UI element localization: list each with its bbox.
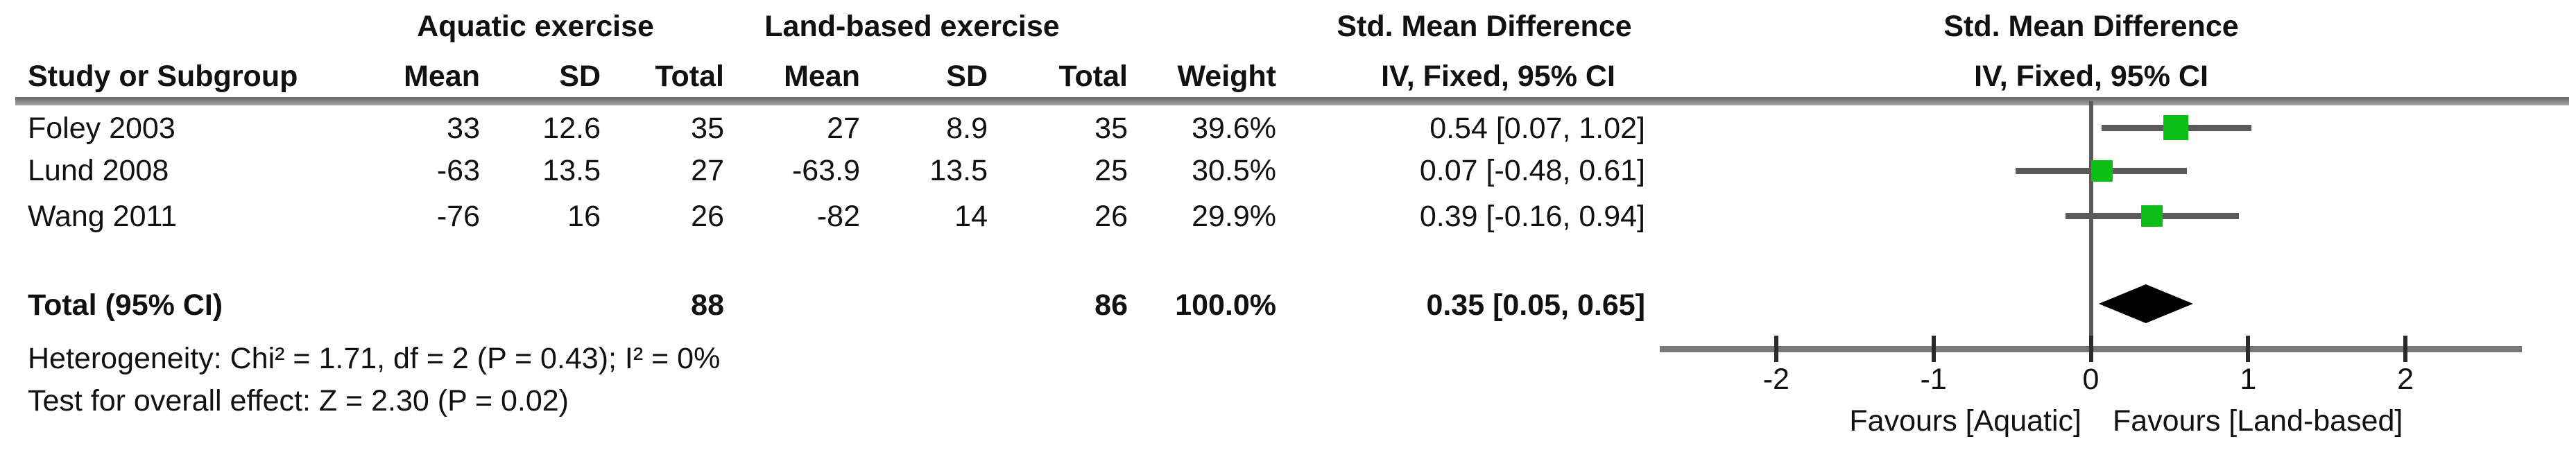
table-cell-aquatic-mean: 33: [447, 112, 480, 145]
summary-diamond: [2098, 284, 2193, 323]
table-cell-effect-ci: 0.54 [0.07, 1.02]: [1429, 112, 1645, 145]
table-cell-aquatic-total: 27: [691, 154, 724, 187]
axis-tick-label: 2: [2397, 363, 2414, 396]
table-cell-land-total: 26: [1094, 200, 1128, 233]
table-cell-aquatic-mean: -76: [436, 200, 480, 233]
table-cell-aquatic-sd: 16: [567, 200, 601, 233]
table-cell-land-total: 25: [1094, 154, 1128, 187]
total-l-total: 86: [1094, 288, 1128, 322]
table-cell-study-name: Wang 2011: [28, 200, 178, 233]
table-cell-land-sd: 8.9: [946, 112, 988, 145]
column-header-l-sd: SD: [946, 60, 988, 93]
table-cell-aquatic-sd: 12.6: [542, 112, 601, 145]
axis-tick-label: -2: [1762, 363, 1789, 396]
axis-tick: [2088, 336, 2093, 362]
header-divider: [15, 97, 2569, 105]
effect-square: [2141, 205, 2163, 227]
column-header-weight: Weight: [1177, 60, 1276, 93]
table-cell-effect-ci: 0.39 [-0.16, 0.94]: [1419, 200, 1645, 233]
effect-square: [2163, 115, 2188, 140]
column-header-l-mean: Mean: [784, 60, 860, 93]
table-cell-weight: 39.6%: [1192, 112, 1276, 145]
overall-effect-text: Test for overall effect: Z = 2.30 (P = 0…: [28, 384, 569, 417]
table-cell-land-sd: 13.5: [929, 154, 988, 187]
table-cell-aquatic-total: 26: [691, 200, 724, 233]
total-row-label: Total (95% CI): [28, 288, 223, 322]
table-cell-aquatic-sd: 13.5: [542, 154, 601, 187]
table-cell-land-mean: 27: [827, 112, 860, 145]
table-cell-effect-ci: 0.07 [-0.48, 0.61]: [1419, 154, 1645, 187]
column-header-smd: Std. Mean Difference: [1337, 10, 1632, 43]
column-header-effect: IV, Fixed, 95% CI: [1381, 60, 1615, 93]
group-header-aquatic: Aquatic exercise: [417, 10, 654, 43]
axis-tick-label: 0: [2082, 363, 2100, 396]
axis-tick: [1931, 336, 1936, 362]
column-header-a-mean: Mean: [404, 60, 480, 93]
table-cell-study-name: Lund 2008: [28, 154, 169, 187]
favours-left-label: Favours [Aquatic]: [1849, 404, 2081, 438]
group-header-land: Land-based exercise: [764, 10, 1060, 43]
axis-tick-label: -1: [1920, 363, 1947, 396]
table-cell-land-mean: -82: [816, 200, 860, 233]
table-cell-aquatic-mean: -63: [436, 154, 480, 187]
plot-header-effect: IV, Fixed, 95% CI: [1974, 60, 2208, 93]
table-cell-weight: 30.5%: [1192, 154, 1276, 187]
axis-tick-label: 1: [2240, 363, 2257, 396]
column-header-study: Study or Subgroup: [28, 60, 298, 93]
column-header-l-total: Total: [1058, 60, 1128, 93]
table-cell-land-mean: -63.9: [791, 154, 860, 187]
table-cell-land-sd: 14: [954, 200, 988, 233]
table-cell-land-total: 35: [1094, 112, 1128, 145]
favours-right-label: Favours [Land-based]: [2113, 404, 2403, 438]
axis-tick: [2246, 336, 2251, 362]
zero-effect-line: [2088, 101, 2093, 352]
total-weight: 100.0%: [1175, 288, 1276, 322]
table-cell-aquatic-total: 35: [691, 112, 724, 145]
axis-tick: [2403, 336, 2408, 362]
heterogeneity-text: Heterogeneity: Chi² = 1.71, df = 2 (P = …: [28, 342, 721, 375]
effect-square: [2090, 159, 2113, 182]
table-cell-study-name: Foley 2003: [28, 112, 175, 145]
total-a-total: 88: [691, 288, 724, 322]
column-header-a-sd: SD: [559, 60, 601, 93]
plot-header-smd: Std. Mean Difference: [1943, 10, 2239, 43]
table-cell-weight: 29.9%: [1192, 200, 1276, 233]
total-ci: 0.35 [0.05, 0.65]: [1426, 288, 1645, 322]
axis-tick: [1774, 336, 1778, 362]
column-header-a-total: Total: [655, 60, 724, 93]
